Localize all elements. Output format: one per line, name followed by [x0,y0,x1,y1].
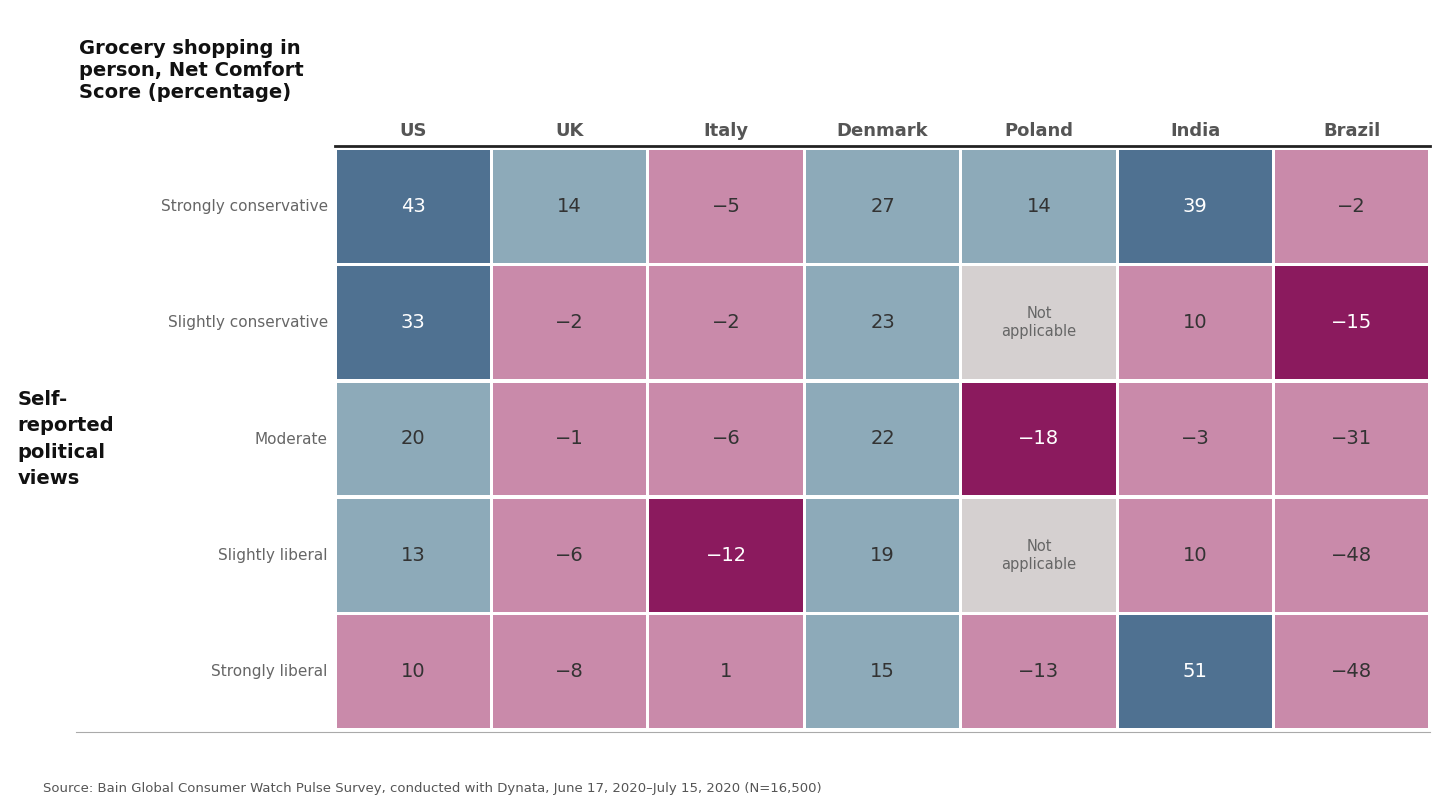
Bar [649,266,802,379]
Bar [962,382,1116,496]
Text: Italy: Italy [704,122,749,140]
Text: 27: 27 [870,197,894,215]
Text: −15: −15 [1331,313,1372,332]
Text: 19: 19 [870,546,894,565]
Text: Strongly liberal: Strongly liberal [212,664,328,680]
Text: Brazil: Brazil [1323,122,1381,140]
Text: Strongly conservative: Strongly conservative [161,198,328,214]
Text: 15: 15 [870,663,894,681]
Bar [492,266,647,379]
Text: India: India [1171,122,1221,140]
Text: −5: −5 [711,197,740,215]
Bar [649,382,802,496]
Bar [806,150,959,262]
Text: 14: 14 [557,197,582,215]
Bar [492,499,647,612]
Text: Self-
reported
political
views: Self- reported political views [17,390,114,488]
Text: Slightly conservative: Slightly conservative [167,315,328,330]
Text: Not
applicable: Not applicable [1001,539,1077,572]
Bar [1276,499,1428,612]
Text: Poland: Poland [1005,122,1073,140]
Bar [1119,266,1272,379]
Bar [337,382,490,496]
Text: −12: −12 [706,546,746,565]
Text: −48: −48 [1331,663,1372,681]
Bar [649,150,802,262]
Text: −6: −6 [711,429,740,449]
Bar [806,266,959,379]
Text: Not
applicable: Not applicable [1001,306,1077,339]
Bar [1119,150,1272,262]
Bar [806,499,959,612]
Bar [962,266,1116,379]
Bar [806,382,959,496]
Bar [649,616,802,728]
Bar [1119,499,1272,612]
Text: 14: 14 [1027,197,1051,215]
Text: −6: −6 [556,546,585,565]
Bar [337,266,490,379]
Text: 1: 1 [720,663,733,681]
Text: 20: 20 [400,429,426,449]
Bar [1276,266,1428,379]
Text: −2: −2 [711,313,740,332]
Text: −31: −31 [1331,429,1372,449]
Bar [492,616,647,728]
Bar [492,382,647,496]
Text: 39: 39 [1184,197,1208,215]
Bar [962,499,1116,612]
Text: 10: 10 [1184,313,1208,332]
Text: 33: 33 [400,313,426,332]
Text: US: US [399,122,428,140]
Bar [492,150,647,262]
Text: −8: −8 [556,663,585,681]
Bar [806,616,959,728]
Text: Denmark: Denmark [837,122,929,140]
Bar [649,499,802,612]
Text: UK: UK [556,122,583,140]
Bar [1276,616,1428,728]
Text: 22: 22 [870,429,894,449]
Text: −1: −1 [556,429,585,449]
Text: Slightly liberal: Slightly liberal [219,548,328,563]
Text: 23: 23 [870,313,894,332]
Bar [962,150,1116,262]
Text: Grocery shopping in
person, Net Comfort
Score (percentage): Grocery shopping in person, Net Comfort … [79,39,304,101]
Text: −2: −2 [1338,197,1367,215]
Bar [337,499,490,612]
Text: −3: −3 [1181,429,1210,449]
Bar [1119,616,1272,728]
Text: −18: −18 [1018,429,1060,449]
Text: Source: Bain Global Consumer Watch Pulse Survey, conducted with Dynata, June 17,: Source: Bain Global Consumer Watch Pulse… [43,782,822,795]
Bar [337,150,490,262]
Bar [337,616,490,728]
Bar [1276,150,1428,262]
Text: −48: −48 [1331,546,1372,565]
Text: −13: −13 [1018,663,1060,681]
Bar [1276,382,1428,496]
Bar [962,616,1116,728]
Text: 51: 51 [1182,663,1208,681]
Text: Moderate: Moderate [255,432,328,446]
Text: 10: 10 [1184,546,1208,565]
Bar [1119,382,1272,496]
Text: 13: 13 [400,546,426,565]
Text: 10: 10 [400,663,426,681]
Text: −2: −2 [556,313,585,332]
Text: 43: 43 [400,197,426,215]
